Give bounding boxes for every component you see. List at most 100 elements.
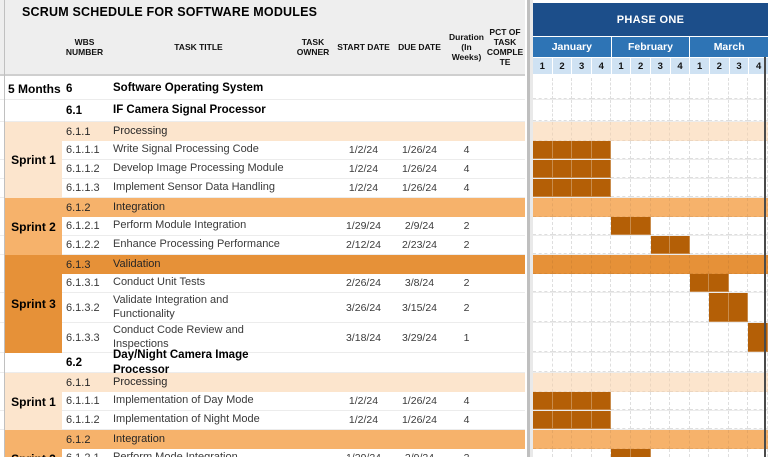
gantt-cell[interactable] xyxy=(611,323,631,352)
due-date-cell[interactable] xyxy=(391,78,448,99)
gantt-cell[interactable] xyxy=(650,323,671,352)
gantt-cell[interactable] xyxy=(670,353,690,372)
gantt-cell[interactable] xyxy=(670,430,690,449)
gantt-cell[interactable] xyxy=(689,100,710,121)
duration-cell[interactable] xyxy=(448,78,485,99)
gantt-cell[interactable] xyxy=(611,179,631,197)
duration-cell[interactable]: 4 xyxy=(463,144,470,156)
gantt-cell[interactable] xyxy=(591,274,612,292)
wbs-cell[interactable]: 6.1.1.1 xyxy=(66,144,100,156)
gantt-cell[interactable] xyxy=(533,323,553,352)
gantt-cell[interactable] xyxy=(572,449,592,457)
start-date-cell[interactable]: 1/29/24 xyxy=(336,449,391,457)
gantt-cell[interactable] xyxy=(650,274,671,292)
gantt-cell[interactable] xyxy=(572,179,592,197)
gantt-cell[interactable] xyxy=(630,411,651,429)
pct-cell[interactable] xyxy=(485,179,525,197)
start-date-cell[interactable] xyxy=(336,353,391,372)
gantt-cell[interactable] xyxy=(689,78,710,99)
phase-one-banner[interactable]: PHASE ONE xyxy=(533,3,768,36)
pct-cell[interactable] xyxy=(485,236,525,254)
gantt-cell[interactable] xyxy=(709,274,729,292)
gantt-cell[interactable] xyxy=(670,255,690,274)
gantt-cell[interactable] xyxy=(670,323,690,352)
duration-cell[interactable] xyxy=(448,255,485,274)
wbs-cell[interactable]: 6.1.2 xyxy=(66,433,91,446)
due-date-cell[interactable]: 3/8/24 xyxy=(404,277,435,289)
week-header[interactable]: 3 xyxy=(572,58,591,74)
gantt-cell[interactable] xyxy=(709,323,729,352)
gantt-cell[interactable] xyxy=(630,78,651,99)
sprint-cell[interactable] xyxy=(5,353,62,372)
task-title-cell[interactable]: Processing xyxy=(113,124,168,137)
start-date-cell[interactable] xyxy=(336,78,391,99)
gantt-cell[interactable] xyxy=(533,255,553,274)
task-owner-cell[interactable] xyxy=(290,179,336,197)
gantt-cell[interactable] xyxy=(630,198,651,217)
gantt-cell[interactable] xyxy=(650,78,671,99)
gantt-cell[interactable] xyxy=(552,293,573,322)
gantt-cell[interactable] xyxy=(533,78,553,99)
week-header[interactable]: 1 xyxy=(533,58,552,74)
gantt-cell[interactable] xyxy=(572,392,592,410)
sprint-cell-sprint2b[interactable]: Sprint 2 xyxy=(5,430,62,457)
task-owner-cell[interactable] xyxy=(290,255,336,274)
task-owner-cell[interactable] xyxy=(290,274,336,292)
gantt-cell[interactable] xyxy=(533,373,553,392)
gantt-cell[interactable] xyxy=(630,141,651,159)
pct-cell[interactable] xyxy=(485,373,525,392)
pct-cell[interactable] xyxy=(485,353,525,372)
due-date-cell[interactable] xyxy=(391,122,448,141)
week-header[interactable]: 1 xyxy=(611,58,631,74)
gantt-cell[interactable] xyxy=(728,392,749,410)
start-date-cell[interactable]: 2/12/24 xyxy=(345,239,382,251)
wbs-cell[interactable]: 6.1.3.1 xyxy=(66,277,100,289)
wbs-cell[interactable]: 6.1.1.3 xyxy=(66,182,100,194)
due-date-cell[interactable]: 3/29/24 xyxy=(401,331,438,344)
gantt-cell[interactable] xyxy=(533,392,553,410)
gantt-cell[interactable] xyxy=(689,411,710,429)
duration-cell[interactable]: 2 xyxy=(448,449,485,457)
due-date-cell[interactable]: 1/26/24 xyxy=(401,182,438,194)
gantt-cell[interactable] xyxy=(650,411,671,429)
gantt-cell[interactable] xyxy=(650,100,671,121)
gantt-cell[interactable] xyxy=(709,411,729,429)
gantt-cell[interactable] xyxy=(591,198,612,217)
gantt-cell[interactable] xyxy=(572,274,592,292)
gantt-cell[interactable] xyxy=(572,430,592,449)
task-title-cell[interactable]: Write Signal Processing Code xyxy=(113,143,259,156)
gantt-cell[interactable] xyxy=(689,293,710,322)
start-date-cell[interactable] xyxy=(336,430,391,449)
gantt-cell[interactable] xyxy=(709,78,729,99)
start-date-cell[interactable] xyxy=(336,198,391,217)
gantt-cell[interactable] xyxy=(630,217,651,235)
start-date-cell[interactable] xyxy=(336,122,391,141)
gantt-cell[interactable] xyxy=(709,122,729,141)
gantt-cell[interactable] xyxy=(630,392,651,410)
due-date-cell[interactable] xyxy=(391,198,448,217)
sprint-cell[interactable] xyxy=(5,100,62,121)
duration-cell[interactable]: 4 xyxy=(463,163,470,175)
gantt-cell[interactable] xyxy=(630,323,651,352)
task-title-cell[interactable]: Develop Image Processing Module xyxy=(113,162,284,175)
gantt-cell[interactable] xyxy=(591,122,612,141)
start-date-cell[interactable]: 1/2/24 xyxy=(348,163,379,175)
due-date-cell[interactable]: 2/9/24 xyxy=(404,220,435,232)
gantt-cell[interactable] xyxy=(533,411,553,429)
gantt-cell[interactable] xyxy=(591,217,612,235)
gantt-cell[interactable] xyxy=(533,160,553,178)
gantt-cell[interactable] xyxy=(552,274,573,292)
gantt-cell[interactable] xyxy=(630,255,651,274)
month-header-january[interactable]: January xyxy=(533,37,611,57)
gantt-cell[interactable] xyxy=(689,353,710,372)
gantt-cell[interactable] xyxy=(709,198,729,217)
gantt-cell[interactable] xyxy=(552,255,573,274)
gantt-cell[interactable] xyxy=(533,353,553,372)
gantt-cell[interactable] xyxy=(572,255,592,274)
week-header[interactable]: 2 xyxy=(552,58,572,74)
gantt-cell[interactable] xyxy=(552,179,573,197)
task-owner-cell[interactable] xyxy=(290,293,336,322)
task-owner-cell[interactable] xyxy=(290,141,336,159)
gantt-cell[interactable] xyxy=(572,198,592,217)
gantt-cell[interactable] xyxy=(709,217,729,235)
